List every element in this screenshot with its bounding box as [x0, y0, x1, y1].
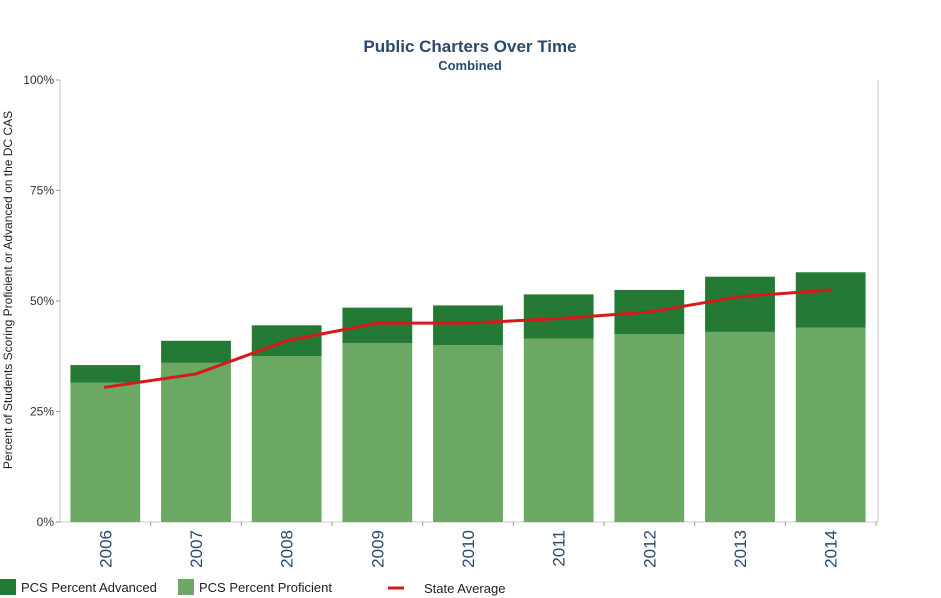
- x-tick-label: 2012: [640, 530, 659, 568]
- y-axis-label: Percent of Students Scoring Proficient o…: [1, 111, 15, 469]
- legend-label: PCS Percent Advanced: [21, 580, 157, 595]
- bar-proficient: [523, 338, 594, 522]
- bar-advanced: [795, 272, 866, 328]
- x-tick-label: 2010: [459, 530, 478, 568]
- x-tick-label: 2013: [731, 530, 750, 568]
- y-tick-label: 0%: [37, 515, 55, 529]
- legend-swatch: [0, 579, 16, 595]
- legend-swatch: [178, 579, 194, 595]
- bar-proficient: [70, 382, 141, 522]
- plot-area: 0% 25% 50% 75% 100% 2006 2007 2008 2009 2010 2011 2…: [23, 73, 879, 568]
- x-tick-label: 2014: [822, 530, 841, 568]
- x-tick-label: 2009: [368, 530, 387, 568]
- bar-advanced: [70, 365, 141, 383]
- chart-title: Public Charters Over Time: [363, 37, 576, 56]
- x-tick-label: 2008: [278, 530, 297, 568]
- x-tick-label: 2006: [96, 530, 115, 568]
- y-tick-label: 50%: [30, 294, 54, 308]
- y-tick-label: 75%: [30, 184, 54, 198]
- legend-label: State Average: [424, 581, 505, 596]
- legend: PCS Percent Advanced PCS Percent Proficie…: [0, 579, 505, 596]
- chart-subtitle: Combined: [438, 58, 502, 73]
- bar-proficient: [705, 331, 775, 522]
- bar-proficient: [795, 327, 866, 522]
- y-tick-label: 25%: [30, 405, 54, 419]
- bar-advanced: [705, 276, 775, 332]
- y-tick-label: 100%: [23, 73, 54, 87]
- bar-proficient: [614, 334, 685, 522]
- legend-label: PCS Percent Proficient: [199, 580, 332, 595]
- bar-advanced: [342, 307, 413, 343]
- state-average-line: [103, 288, 833, 389]
- x-tick-label: 2011: [550, 530, 569, 567]
- bar-advanced: [433, 305, 503, 346]
- bar-proficient: [161, 362, 231, 522]
- x-tick-label: 2007: [187, 530, 206, 568]
- bar-proficient: [342, 342, 413, 522]
- bar-advanced: [161, 340, 231, 363]
- bar-proficient: [433, 345, 503, 522]
- bar-proficient: [251, 356, 322, 522]
